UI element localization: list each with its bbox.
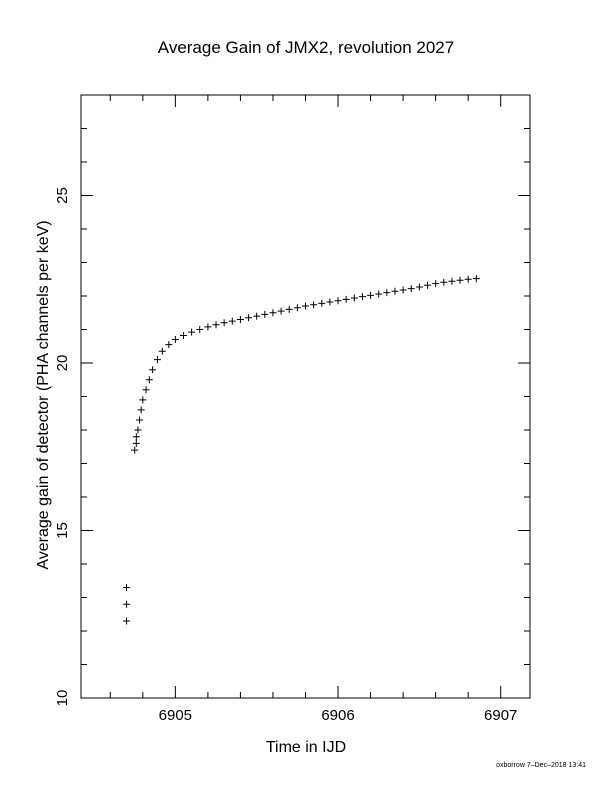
data-point (415, 283, 423, 291)
data-point (334, 297, 342, 305)
data-point (448, 277, 456, 285)
data-point (134, 426, 142, 434)
data-point (253, 312, 261, 320)
x-axis-label: Time in IJD (265, 739, 347, 756)
y-tick-label: 25 (54, 187, 71, 204)
data-point (424, 281, 432, 289)
data-point (123, 583, 131, 591)
x-tick-label: 6905 (159, 707, 192, 724)
data-point (326, 298, 334, 306)
data-point (245, 314, 253, 322)
x-tick-label: 6907 (484, 707, 517, 724)
data-point (236, 315, 244, 323)
data-points (123, 275, 480, 625)
footer-stamp: oxborrow 7–Dec–2018 13:41 (496, 762, 586, 769)
chart-title: Average Gain of JMX2, revolution 2027 (157, 38, 455, 57)
data-point (375, 290, 383, 298)
data-point (204, 323, 212, 331)
data-point (432, 280, 440, 288)
plot-frame (80, 94, 531, 699)
data-point (153, 356, 161, 364)
y-tick-label: 10 (54, 690, 71, 707)
x-tick-label: 6906 (321, 707, 354, 724)
data-point (383, 289, 391, 297)
data-point (367, 291, 375, 299)
y-tick-label: 20 (54, 355, 71, 372)
data-point (123, 617, 131, 625)
data-point (145, 376, 153, 384)
data-point (358, 293, 366, 301)
data-point (149, 366, 157, 374)
data-point (293, 304, 301, 312)
data-point (136, 416, 144, 424)
data-point (212, 321, 220, 329)
data-point (196, 326, 204, 333)
data-point (123, 600, 131, 608)
data-point (407, 285, 415, 293)
data-point (158, 347, 166, 355)
data-point (440, 278, 448, 286)
data-point (228, 317, 236, 325)
data-point (399, 286, 407, 294)
data-point (137, 406, 145, 414)
data-point (342, 295, 350, 303)
y-axis-label: Average gain of detector (PHA channels p… (35, 220, 52, 570)
data-point (132, 439, 140, 447)
data-point (261, 310, 269, 318)
data-point (318, 299, 326, 307)
data-point (139, 396, 147, 404)
data-point (472, 275, 480, 283)
data-point (179, 332, 187, 340)
data-point (220, 319, 228, 327)
y-tick-label: 15 (54, 522, 71, 539)
data-point (350, 294, 358, 302)
data-point (464, 275, 472, 283)
data-point (131, 446, 139, 454)
data-point (277, 307, 285, 315)
data-point (302, 302, 309, 310)
data-point (391, 287, 399, 295)
data-point (132, 433, 140, 441)
data-point (269, 309, 277, 317)
data-point (188, 328, 196, 336)
data-point (310, 301, 318, 309)
data-point (165, 341, 173, 349)
data-point (142, 386, 150, 394)
data-point (285, 305, 293, 313)
data-point (456, 276, 464, 284)
data-point (171, 336, 179, 344)
axis-ticks: 6905 6906 6907 10 15 20 25 (54, 94, 530, 724)
